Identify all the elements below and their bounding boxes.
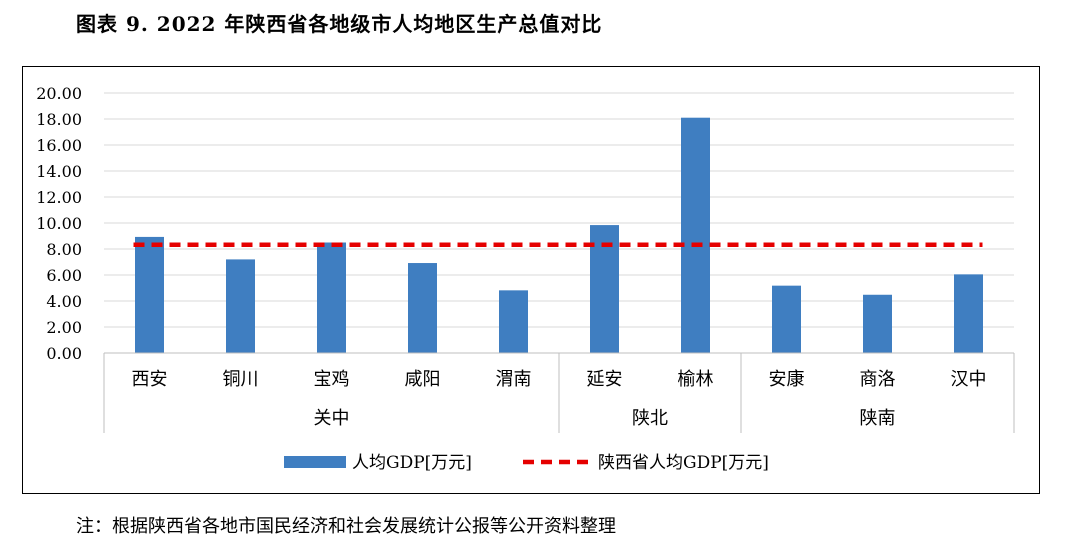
y-tick-label: 6.00 — [46, 266, 82, 285]
y-tick-label: 2.00 — [46, 318, 82, 337]
figure-title: 图表 9. 2022 年陕西省各地级市人均地区生产总值对比 — [76, 12, 603, 36]
y-tick-label: 18.00 — [36, 110, 82, 129]
legend-swatch-bar — [284, 456, 346, 468]
x-tick-label: 铜川 — [223, 369, 259, 390]
bar — [863, 294, 892, 353]
chart-frame — [22, 66, 1040, 494]
y-tick-label: 4.00 — [46, 292, 82, 311]
x-tick-label: 渭南 — [496, 369, 532, 390]
x-tick-label: 商洛 — [860, 369, 896, 390]
group-label: 关中 — [314, 408, 350, 429]
bar — [226, 259, 255, 353]
bar — [135, 236, 164, 353]
group-label: 陕北 — [632, 408, 668, 429]
bar — [408, 263, 437, 353]
bar-series — [135, 117, 983, 353]
y-tick-label: 20.00 — [36, 84, 82, 103]
y-tick-label: 10.00 — [36, 214, 82, 233]
y-tick-label: 12.00 — [36, 188, 82, 207]
x-tick-label: 安康 — [769, 369, 805, 390]
x-tick-label: 咸阳 — [405, 369, 441, 390]
bar — [681, 117, 710, 353]
x-tick-label: 西安 — [132, 369, 168, 390]
bar — [499, 290, 528, 353]
legend-label: 陕西省人均GDP[万元] — [598, 453, 769, 473]
x-tick-label: 延安 — [587, 369, 623, 390]
legend: 人均GDP[万元] 陕西省人均GDP[万元] — [284, 453, 769, 473]
y-tick-label: 16.00 — [36, 136, 82, 155]
y-tick-label: 8.00 — [46, 240, 82, 259]
source-note: 注：根据陕西省各地市国民经济和社会发展统计公报等公开资料整理 — [76, 516, 616, 537]
bar — [954, 274, 983, 353]
x-tick-label: 汉中 — [951, 369, 987, 390]
gridlines — [104, 92, 1014, 328]
legend-label: 人均GDP[万元] — [352, 453, 472, 473]
x-tick-label: 榆林 — [678, 369, 714, 390]
y-axis-ticks: 0.00 2.00 4.00 6.00 8.00 10.00 12.00 14.00 16.00… — [36, 84, 82, 363]
y-tick-label: 0.00 — [46, 344, 82, 363]
group-label: 陕南 — [860, 408, 896, 429]
bar — [317, 242, 346, 353]
x-tick-label: 宝鸡 — [314, 369, 350, 390]
bar — [772, 285, 801, 353]
y-tick-label: 14.00 — [36, 162, 82, 181]
